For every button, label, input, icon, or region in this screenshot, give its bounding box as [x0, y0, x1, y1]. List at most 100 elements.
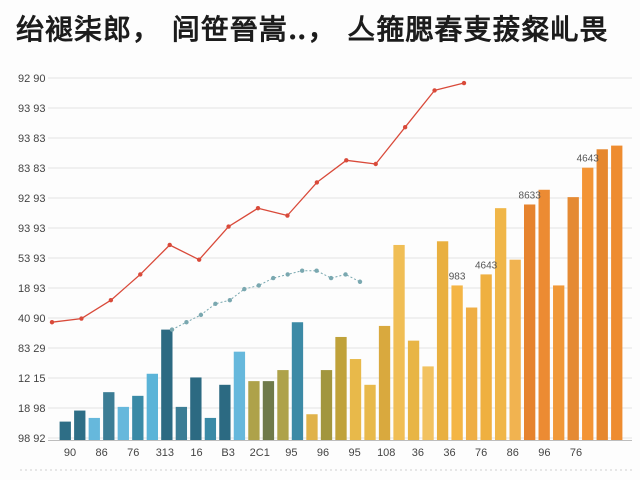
series-point: [314, 268, 319, 273]
y-tick-label: 93 93: [18, 223, 46, 235]
series-point: [169, 327, 175, 332]
bar: [451, 285, 463, 440]
bar: [248, 381, 260, 440]
x-tick-label: 76: [127, 447, 139, 459]
bar: [494, 208, 507, 440]
bar: [59, 421, 71, 440]
y-tick-label: 98 92: [18, 433, 46, 445]
bar: [117, 406, 129, 440]
series-point: [138, 272, 143, 277]
x-tick-label: 96: [317, 447, 329, 459]
bar: [146, 373, 158, 440]
x-tick-label: 2C1: [250, 447, 270, 459]
bar: [291, 322, 304, 440]
bar: [190, 377, 202, 440]
bar: [349, 359, 362, 440]
series-point: [432, 88, 437, 93]
series-point: [49, 320, 55, 325]
y-tick-label: 92 90: [18, 73, 46, 85]
series-point: [255, 205, 261, 211]
y-tick-label: 40 90: [18, 313, 46, 325]
series-point: [167, 242, 172, 248]
bar: [233, 351, 246, 440]
series-point: [285, 213, 290, 218]
bar: [422, 366, 434, 440]
chart-title: 绐褪柒郎， 闾笹晉嵩‥， 亼箍腮舂叓菝粲乢畏: [16, 13, 609, 46]
y-tick-label: 53 93: [18, 253, 46, 265]
bar: [480, 274, 492, 440]
y-tick-label: 83 29: [18, 343, 46, 355]
series-line: [171, 270, 361, 331]
x-tick-label: 108: [377, 447, 395, 459]
series-point: [213, 301, 218, 307]
x-tick-label: 95: [285, 447, 297, 459]
x-tick-label: 36: [443, 447, 455, 459]
x-tick-label: 16: [190, 447, 202, 459]
series-point: [227, 297, 233, 303]
x-tick-label: 313: [156, 447, 174, 459]
bar: [378, 325, 391, 440]
bar: [306, 414, 318, 440]
series-point: [108, 297, 114, 303]
y-tick-label: 18 98: [18, 403, 46, 415]
bar: [596, 149, 608, 440]
series-point: [314, 180, 320, 185]
series-point: [357, 279, 363, 284]
bar: [364, 384, 376, 440]
bar-value-label: 4643: [577, 154, 600, 165]
x-tick-label: B3: [221, 447, 234, 459]
bar-value-label: 4643: [475, 260, 498, 271]
series-point: [256, 283, 261, 288]
bar: [524, 204, 536, 440]
x-tick-label: 96: [538, 447, 550, 459]
x-tick-label: 90: [64, 447, 76, 459]
series-point: [271, 275, 276, 281]
series-point: [328, 275, 334, 281]
series-point: [198, 312, 204, 318]
series-point: [373, 161, 378, 167]
bar: [320, 370, 333, 440]
y-tick-label: 18 93: [18, 283, 46, 295]
x-tick-label: 86: [96, 447, 108, 459]
bar: [132, 395, 144, 440]
bar: [262, 381, 275, 440]
series-point: [402, 125, 408, 130]
bar: [277, 370, 289, 440]
bar-value-label: 8633: [519, 190, 542, 201]
bar: [509, 259, 521, 440]
bar: [582, 167, 594, 440]
x-tick-label: 86: [507, 447, 519, 459]
series-point: [299, 268, 305, 273]
bar: [567, 197, 579, 440]
bar: [407, 340, 420, 440]
bar: [219, 384, 231, 440]
bar: [161, 329, 173, 440]
x-tick-label: 76: [475, 447, 487, 459]
bar: [553, 285, 565, 440]
bar: [88, 417, 100, 440]
series-point: [226, 224, 231, 229]
x-tick-label: 95: [349, 447, 361, 459]
y-tick-label: 12 15: [18, 373, 46, 385]
series-point: [461, 80, 467, 86]
bar: [204, 417, 217, 440]
series-point: [242, 286, 247, 292]
bar: [393, 244, 405, 440]
series-point: [344, 158, 349, 163]
x-tick-label: 36: [412, 447, 424, 459]
series-point: [285, 272, 290, 277]
bar: [335, 336, 347, 440]
y-tick-label: 92 93: [18, 193, 46, 205]
bar: [465, 307, 478, 440]
series-point: [343, 272, 348, 277]
series-point: [184, 320, 189, 325]
bar: [74, 410, 86, 440]
x-tick-label: 76: [570, 447, 582, 459]
series-point: [79, 316, 84, 321]
bar: [611, 145, 623, 440]
y-tick-label: 93 93: [18, 103, 46, 115]
y-tick-label: 83 83: [18, 163, 46, 175]
bar: [436, 241, 449, 440]
